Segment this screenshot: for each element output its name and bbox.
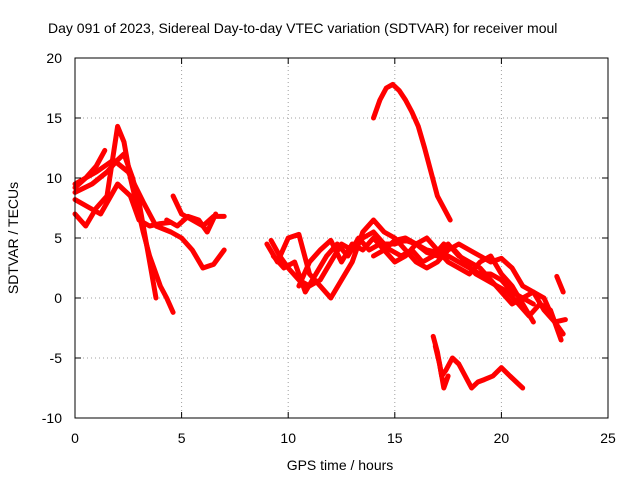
- y-tick-label: 15: [46, 110, 62, 126]
- series-track-e: [72, 157, 227, 271]
- y-tick-label: 0: [54, 290, 62, 306]
- y-tick-label: -5: [50, 350, 63, 366]
- tick-labels: 0 5 10 15 20 25 -10 -5 0 5 10 15 20: [42, 50, 616, 446]
- series-track-n: [371, 81, 453, 223]
- x-tick-label: 25: [600, 430, 616, 446]
- series-track-m: [554, 273, 566, 295]
- series-track-p: [432, 343, 451, 391]
- chart-title: Day 091 of 2023, Sidereal Day-to-day VTE…: [48, 20, 557, 36]
- series-track-c: [72, 151, 159, 301]
- x-axis-label: GPS time / hours: [287, 457, 394, 473]
- series-track-l: [371, 235, 568, 325]
- x-tick-label: 20: [494, 430, 510, 446]
- x-tick-label: 15: [387, 430, 403, 446]
- x-tick-label: 0: [71, 430, 79, 446]
- series-track-g: [164, 211, 219, 235]
- y-axis-label: SDTVAR / TECUs: [5, 182, 21, 294]
- y-tick-label: 5: [54, 230, 62, 246]
- axis-ticks: [74, 57, 609, 419]
- y-tick-label: 10: [46, 170, 62, 186]
- y-tick-label: 20: [46, 50, 62, 66]
- plot-frame: [74, 57, 609, 419]
- grid-lines: [75, 58, 608, 418]
- x-tick-label: 10: [280, 430, 296, 446]
- series-track-i: [270, 235, 564, 343]
- y-tick-label: -10: [42, 410, 62, 426]
- series-track-j: [264, 217, 566, 337]
- data-series: [72, 81, 568, 391]
- series-track-b: [72, 123, 176, 315]
- x-tick-label: 5: [178, 430, 186, 446]
